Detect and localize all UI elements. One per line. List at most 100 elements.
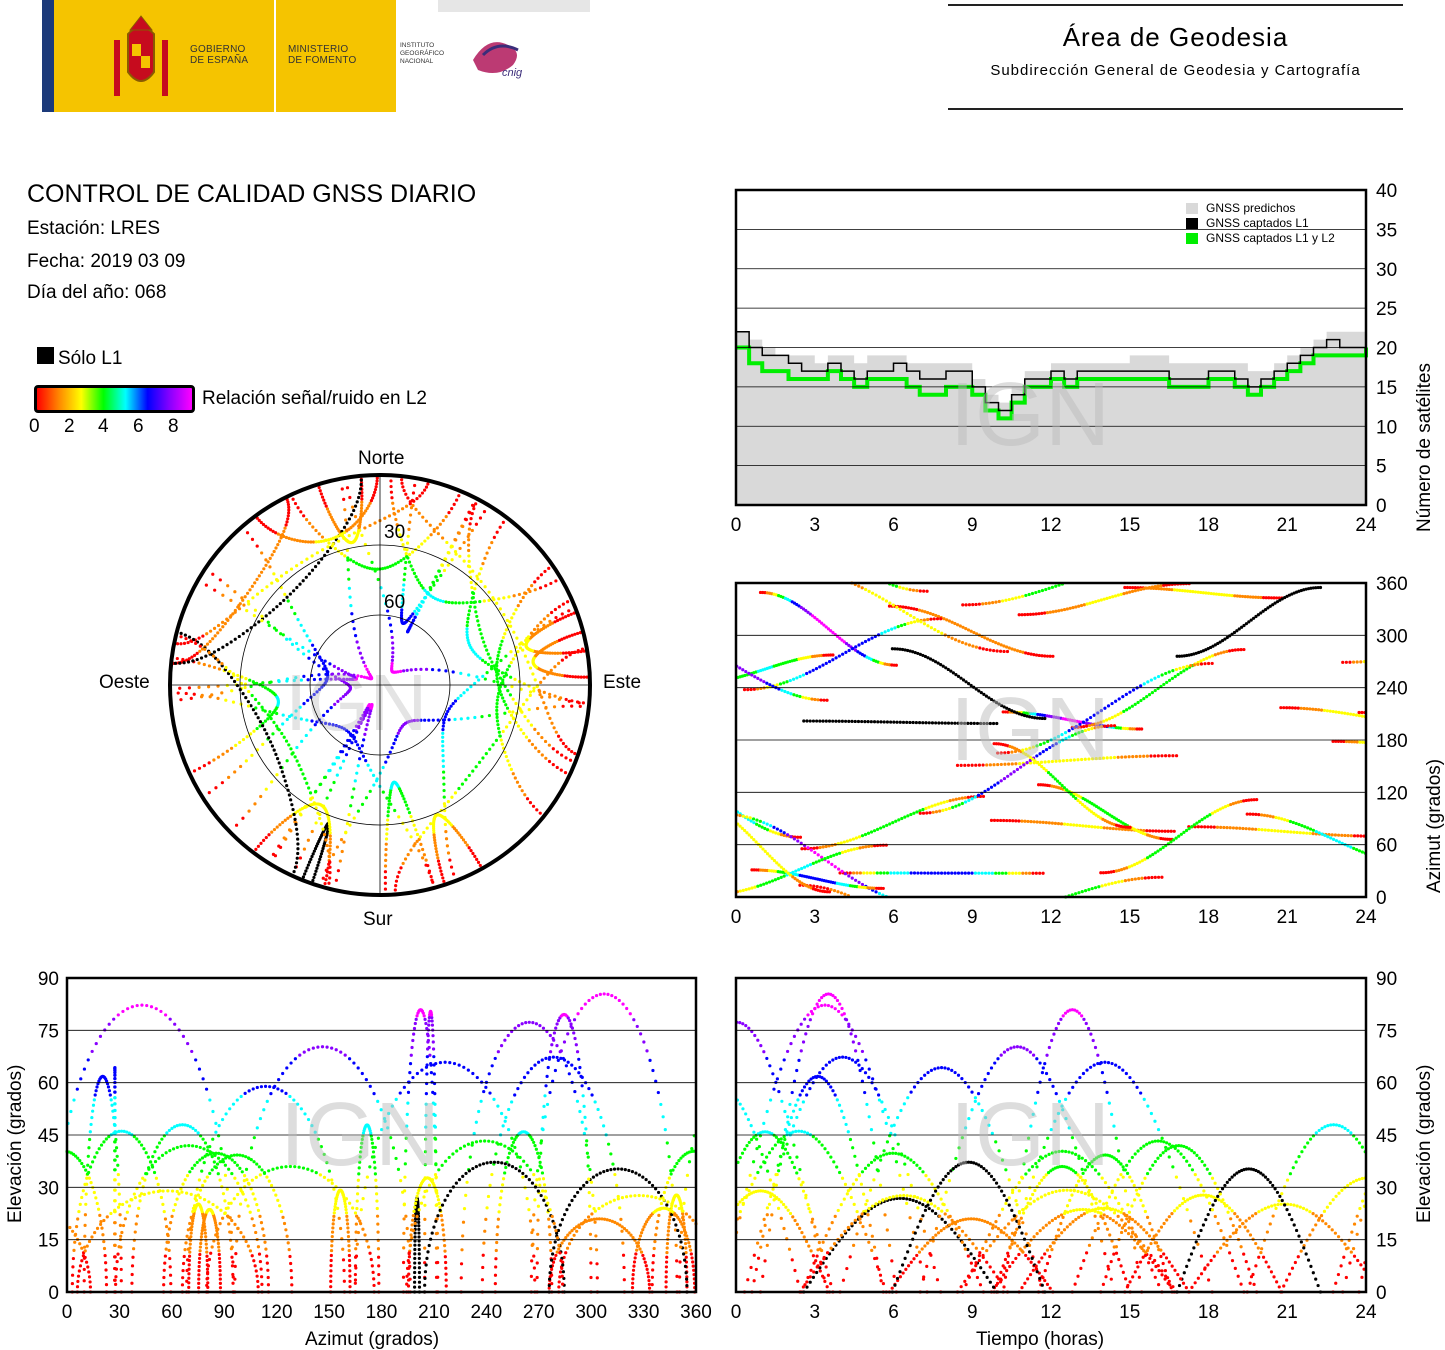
sky-point <box>352 728 356 733</box>
azimuth-point <box>1067 735 1071 739</box>
azimuth-point <box>1196 662 1200 667</box>
azimuth-point <box>748 816 752 820</box>
azimuth-point <box>1150 585 1154 589</box>
elev-az-point <box>664 1260 669 1264</box>
elev-az-point <box>193 1128 198 1133</box>
azimuth-point <box>866 720 870 724</box>
sky-point <box>355 640 359 644</box>
azimuth-point <box>957 639 961 643</box>
elev-az-point <box>646 1275 651 1279</box>
azimuth-point <box>765 828 770 832</box>
sky-point <box>229 746 234 750</box>
elev-az-point <box>402 1217 406 1221</box>
azimuth-point <box>1157 829 1161 833</box>
azimuth-point <box>822 698 826 702</box>
sky-point <box>328 828 332 832</box>
sky-point <box>291 751 295 755</box>
azimuth-point <box>959 721 963 725</box>
azimuth-point <box>1147 876 1151 880</box>
sky-point <box>187 635 192 639</box>
azimuth-point <box>1041 750 1045 754</box>
azimuth-point <box>996 762 1000 767</box>
azimuth-point <box>798 694 802 699</box>
sky-point <box>269 680 273 684</box>
elev-az-point <box>218 1281 223 1285</box>
azimuth-point <box>1039 760 1044 764</box>
azimuth-point <box>850 719 854 723</box>
doy-label: Día del año: 068 <box>27 282 167 303</box>
sky-point <box>501 635 505 640</box>
azimuth-track <box>735 810 803 839</box>
azimuth-point <box>1287 593 1292 597</box>
sky-track <box>169 495 291 665</box>
sky-point <box>398 669 403 673</box>
sky-point <box>313 723 317 727</box>
azimuth-point <box>1078 823 1082 828</box>
azimuth-point <box>906 814 910 818</box>
azimuth-point <box>1360 740 1365 744</box>
azimuth-point <box>813 615 817 620</box>
sky-point <box>360 500 364 504</box>
azimuth-point <box>1010 762 1014 766</box>
elev-az-point <box>530 1138 534 1142</box>
azimuth-point <box>843 719 848 723</box>
sky-point <box>302 674 306 679</box>
elev-az-point <box>663 1128 667 1132</box>
l1-only-swatch <box>37 347 54 364</box>
sky-point <box>328 662 332 666</box>
sky-point <box>480 636 484 640</box>
azimuth-point <box>915 810 919 814</box>
elev-az-point <box>218 1269 222 1273</box>
sky-point <box>444 600 448 604</box>
sky-point <box>192 769 197 773</box>
sky-point <box>227 775 231 779</box>
elev-az-point <box>347 1253 351 1258</box>
sky-point <box>331 853 336 857</box>
azimuth-point <box>1128 590 1132 594</box>
elev-az-point <box>402 1231 406 1235</box>
azimuth-point <box>1145 754 1149 758</box>
azimuth-point <box>1292 830 1296 834</box>
sky-point <box>573 675 578 679</box>
sky-point <box>495 701 499 706</box>
azimuth-point <box>881 843 886 847</box>
elev-az-point <box>550 1282 554 1286</box>
azimuth-point <box>1042 741 1046 745</box>
elev-az-point <box>263 1240 267 1244</box>
sky-point <box>519 728 523 732</box>
azimuth-point <box>1164 671 1168 676</box>
azimuth-point <box>1142 696 1146 701</box>
sky-point <box>440 536 445 540</box>
sky-point <box>474 610 478 614</box>
sky-point <box>264 787 268 791</box>
azimuth-point <box>1142 587 1146 591</box>
azimuth-track <box>890 647 1047 721</box>
sky-point <box>421 847 425 852</box>
x-tick-label: 24 <box>1355 907 1377 928</box>
azimuth-point <box>967 871 971 875</box>
elev-az-point <box>345 1218 349 1222</box>
azimuth-point <box>884 843 888 847</box>
azimuth-point <box>870 591 875 595</box>
sky-point <box>250 753 254 757</box>
sky-point <box>478 627 482 632</box>
sky-point <box>324 667 328 671</box>
sky-point <box>360 533 364 537</box>
azimuth-point <box>1213 653 1217 657</box>
sky-point <box>192 692 196 696</box>
azimuth-point <box>821 663 825 667</box>
azimuth-point <box>1185 653 1189 658</box>
sky-point <box>312 677 317 682</box>
sky-point <box>499 738 503 742</box>
elev-az-point <box>329 1253 333 1258</box>
azimuth-point <box>1326 835 1330 839</box>
sky-point <box>343 670 348 675</box>
sky-point <box>308 639 312 643</box>
sky-point <box>199 656 204 660</box>
sky-point <box>359 482 363 487</box>
sky-point <box>348 495 352 500</box>
azimuth-point <box>1139 587 1143 591</box>
sky-point <box>334 878 338 882</box>
sky-point <box>548 695 552 699</box>
sky-point <box>472 600 476 605</box>
